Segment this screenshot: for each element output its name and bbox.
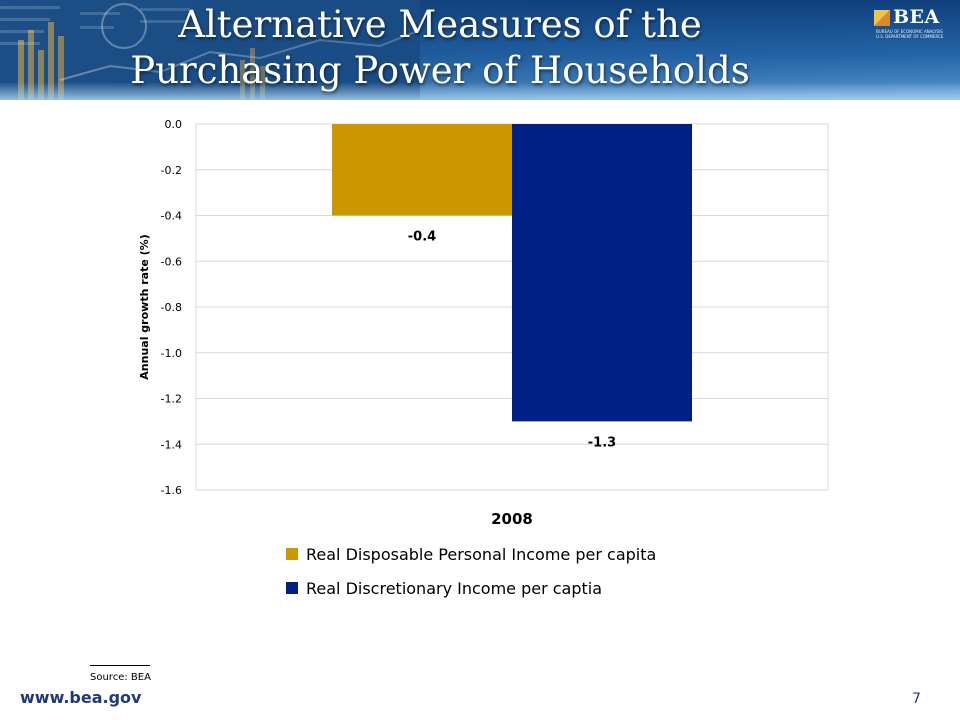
slide-title: Alternative Measures of the Purchasing P… (120, 2, 760, 94)
y-tick-label: -0.2 (161, 164, 182, 177)
y-tick-label: 0.0 (165, 118, 183, 131)
x-category-label: 2008 (491, 510, 533, 528)
y-tick-label: -0.8 (161, 301, 182, 314)
y-tick-label: -1.0 (161, 347, 182, 360)
bar-real-disposable-income (332, 124, 512, 216)
bea-logo-subtitle-2: U.S. DEPARTMENT OF COMMERCE (876, 34, 944, 39)
bea-logo: BEA BUREAU OF ECONOMIC ANALYSIS U.S. DEP… (874, 6, 948, 39)
y-tick-label: -1.6 (161, 484, 182, 497)
y-tick-label: -1.2 (161, 393, 182, 406)
footer-website-link[interactable]: www.bea.gov (20, 688, 142, 707)
data-label: -0.4 (408, 230, 436, 245)
legend-swatch (286, 548, 298, 560)
data-labels: -0.4 -1.3 (408, 230, 616, 451)
legend-swatch (286, 582, 298, 594)
source-divider (90, 665, 150, 666)
bars (332, 124, 692, 422)
legend-item-label: Real Disposable Personal Income per capi… (306, 545, 656, 564)
header-banner: Alternative Measures of the Purchasing P… (0, 0, 960, 100)
bea-logo-subtitle-1: BUREAU OF ECONOMIC ANALYSIS (876, 29, 943, 34)
y-tick-label: -1.4 (161, 438, 182, 451)
legend-item-label: Real Discretionary Income per captia (306, 579, 602, 598)
y-tick-label: -0.6 (161, 255, 182, 268)
bea-logo-mark-icon (874, 10, 890, 26)
y-tick-label: -0.4 (161, 210, 182, 223)
data-label: -1.3 (588, 435, 616, 450)
bea-logo-text: BEA (893, 6, 940, 28)
y-axis-title: Annual growth rate (%) (138, 234, 151, 379)
legend: Real Disposable Personal Income per capi… (286, 545, 656, 598)
source-note: Source: BEA (90, 672, 151, 683)
bar-real-discretionary-income (512, 124, 692, 422)
slide-title-line-2: Purchasing Power of Households (130, 49, 750, 92)
slide-title-line-1: Alternative Measures of the (178, 3, 702, 46)
page-number: 7 (912, 691, 921, 707)
y-axis-ticks: 0.0 -0.2 -0.4 -0.6 -0.8 -1.0 -1.2 -1.4 -1.6 (161, 118, 182, 497)
banner-light-band (0, 82, 960, 100)
